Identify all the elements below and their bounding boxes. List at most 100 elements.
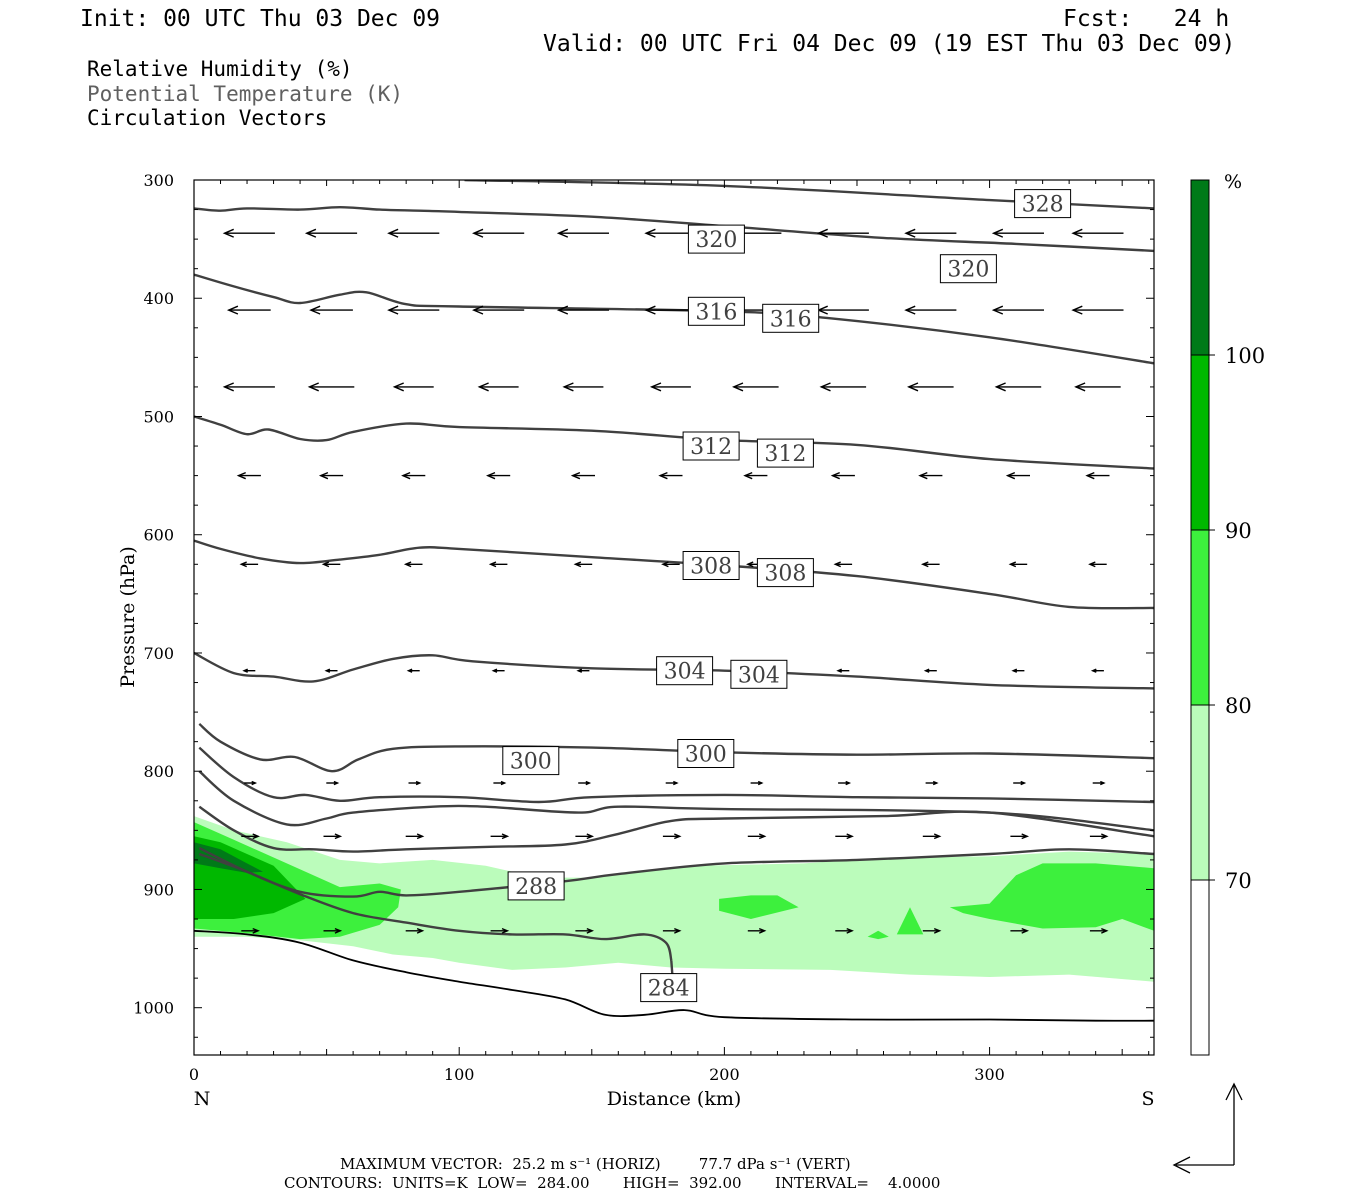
x-tick-label: 0 (189, 1065, 199, 1084)
rh-region-100+ (194, 842, 263, 873)
x-tick-label: 100 (444, 1065, 475, 1084)
contour-label-284: 284 (640, 973, 698, 1003)
max-vector-note: MAXIMUM VECTOR: 25.2 m s⁻¹ (HORIZ) 77.7 … (340, 1155, 851, 1173)
colorbar-label: 70 (1225, 869, 1252, 893)
colorbar-segment (1191, 355, 1209, 530)
circulation-vector (732, 382, 779, 392)
circulation-vector (318, 471, 344, 480)
plot-frame (193, 179, 1155, 1056)
circulation-vector (835, 833, 854, 840)
contour-label-312: 312 (756, 438, 814, 468)
circulation-vector (490, 833, 510, 840)
circulation-vector (838, 780, 852, 786)
theta-contour (198, 746, 1154, 804)
x-axis-label: Distance (km) (607, 1088, 742, 1110)
circulation-vector (1005, 471, 1030, 480)
theta-contour (198, 770, 1154, 832)
forecast-hour: Fcst: 24 h (1063, 6, 1230, 32)
circulation-vector (241, 833, 260, 840)
circulation-vector (922, 927, 942, 934)
circulation-vector (403, 561, 423, 568)
svg-text:328: 328 (1022, 193, 1064, 218)
circulation-vector (493, 780, 507, 786)
circulation-vector (241, 927, 260, 934)
svg-text:304: 304 (738, 663, 780, 688)
circulation-vector (907, 382, 954, 392)
circulation-vector (1008, 561, 1028, 568)
circulation-vector (1089, 927, 1109, 934)
contour-label-300: 300 (677, 739, 735, 768)
circulation-vector (819, 382, 867, 392)
theta-contour (198, 722, 1154, 773)
circulation-vector (570, 471, 595, 480)
circulation-vector (1089, 833, 1109, 840)
y-tick-label: 300 (143, 171, 174, 190)
contour-label-288: 288 (507, 871, 565, 901)
theta-contour (194, 205, 1154, 253)
svg-text:308: 308 (764, 562, 806, 587)
circulation-vector (665, 780, 679, 786)
north-label: N (194, 1088, 211, 1110)
circulation-vector (575, 833, 595, 840)
circulation-vector (991, 305, 1044, 315)
circulation-vector (904, 305, 957, 315)
circulation-vector (991, 228, 1044, 238)
y-tick-label: 800 (143, 762, 174, 781)
circulation-vector (573, 561, 593, 568)
circulation-vector (662, 927, 682, 934)
theta-contour (198, 852, 673, 961)
circulation-vector (1010, 833, 1030, 840)
circulation-vector (1011, 668, 1025, 673)
theta-contour (198, 847, 1154, 898)
colorbar-segment (1191, 180, 1209, 355)
circulation-vector (307, 382, 355, 392)
circulation-vector (239, 561, 259, 568)
legend-vectors: Circulation Vectors (87, 106, 328, 130)
theta-contour (194, 273, 1154, 365)
circulation-vector (1010, 927, 1030, 934)
circulation-vector (923, 668, 937, 673)
svg-text:320: 320 (947, 258, 989, 283)
circulation-vector (816, 305, 869, 315)
circulation-vector (556, 228, 609, 238)
circulation-vector (662, 833, 682, 840)
svg-text:312: 312 (690, 435, 732, 460)
circulation-vector (830, 471, 855, 480)
circulation-vector (222, 228, 275, 238)
colorbar: 70 80 90 100 (1190, 179, 1265, 1056)
svg-text:288: 288 (515, 875, 557, 900)
circulation-vector (222, 382, 275, 392)
circulation-vector (491, 668, 505, 673)
circulation-vector (994, 382, 1042, 392)
circulation-vector (387, 228, 440, 238)
circulation-vector (324, 668, 338, 673)
circulation-vector (1085, 471, 1110, 480)
circulation-vector (922, 833, 942, 840)
svg-text:316: 316 (695, 300, 737, 325)
circulation-vector (658, 471, 683, 480)
theta-contour (194, 651, 1154, 690)
terrain-surface (194, 929, 1154, 1022)
contour-label-320: 320 (687, 224, 745, 254)
colorbar-label: 100 (1225, 344, 1265, 368)
contour-label-304: 304 (730, 659, 788, 689)
circulation-vector (226, 305, 271, 315)
circulation-vector (309, 305, 353, 315)
contour-labels: 328 320 320 316 316 312 312 308 308 304 304 300 300 2… (502, 189, 1072, 1003)
svg-text:304: 304 (664, 660, 706, 685)
circulation-vector (747, 927, 767, 934)
init-time: Init: 00 UTC Thu 03 Dec 09 (80, 6, 441, 32)
circulation-vector (236, 471, 261, 480)
circulation-vector (747, 833, 767, 840)
circulation-vector (405, 927, 425, 934)
svg-text:308: 308 (690, 555, 732, 580)
colorbar-unit: % (1224, 171, 1242, 193)
theta-contour (194, 539, 1154, 610)
colorbar-label: 80 (1225, 694, 1252, 718)
y-tick-label: 600 (143, 526, 174, 545)
circulation-vector (576, 668, 590, 673)
y-axis-label: Pressure (hPa) (117, 546, 139, 688)
svg-text:300: 300 (510, 750, 552, 775)
x-tick-label: 200 (709, 1065, 740, 1084)
svg-text:320: 320 (695, 228, 737, 253)
